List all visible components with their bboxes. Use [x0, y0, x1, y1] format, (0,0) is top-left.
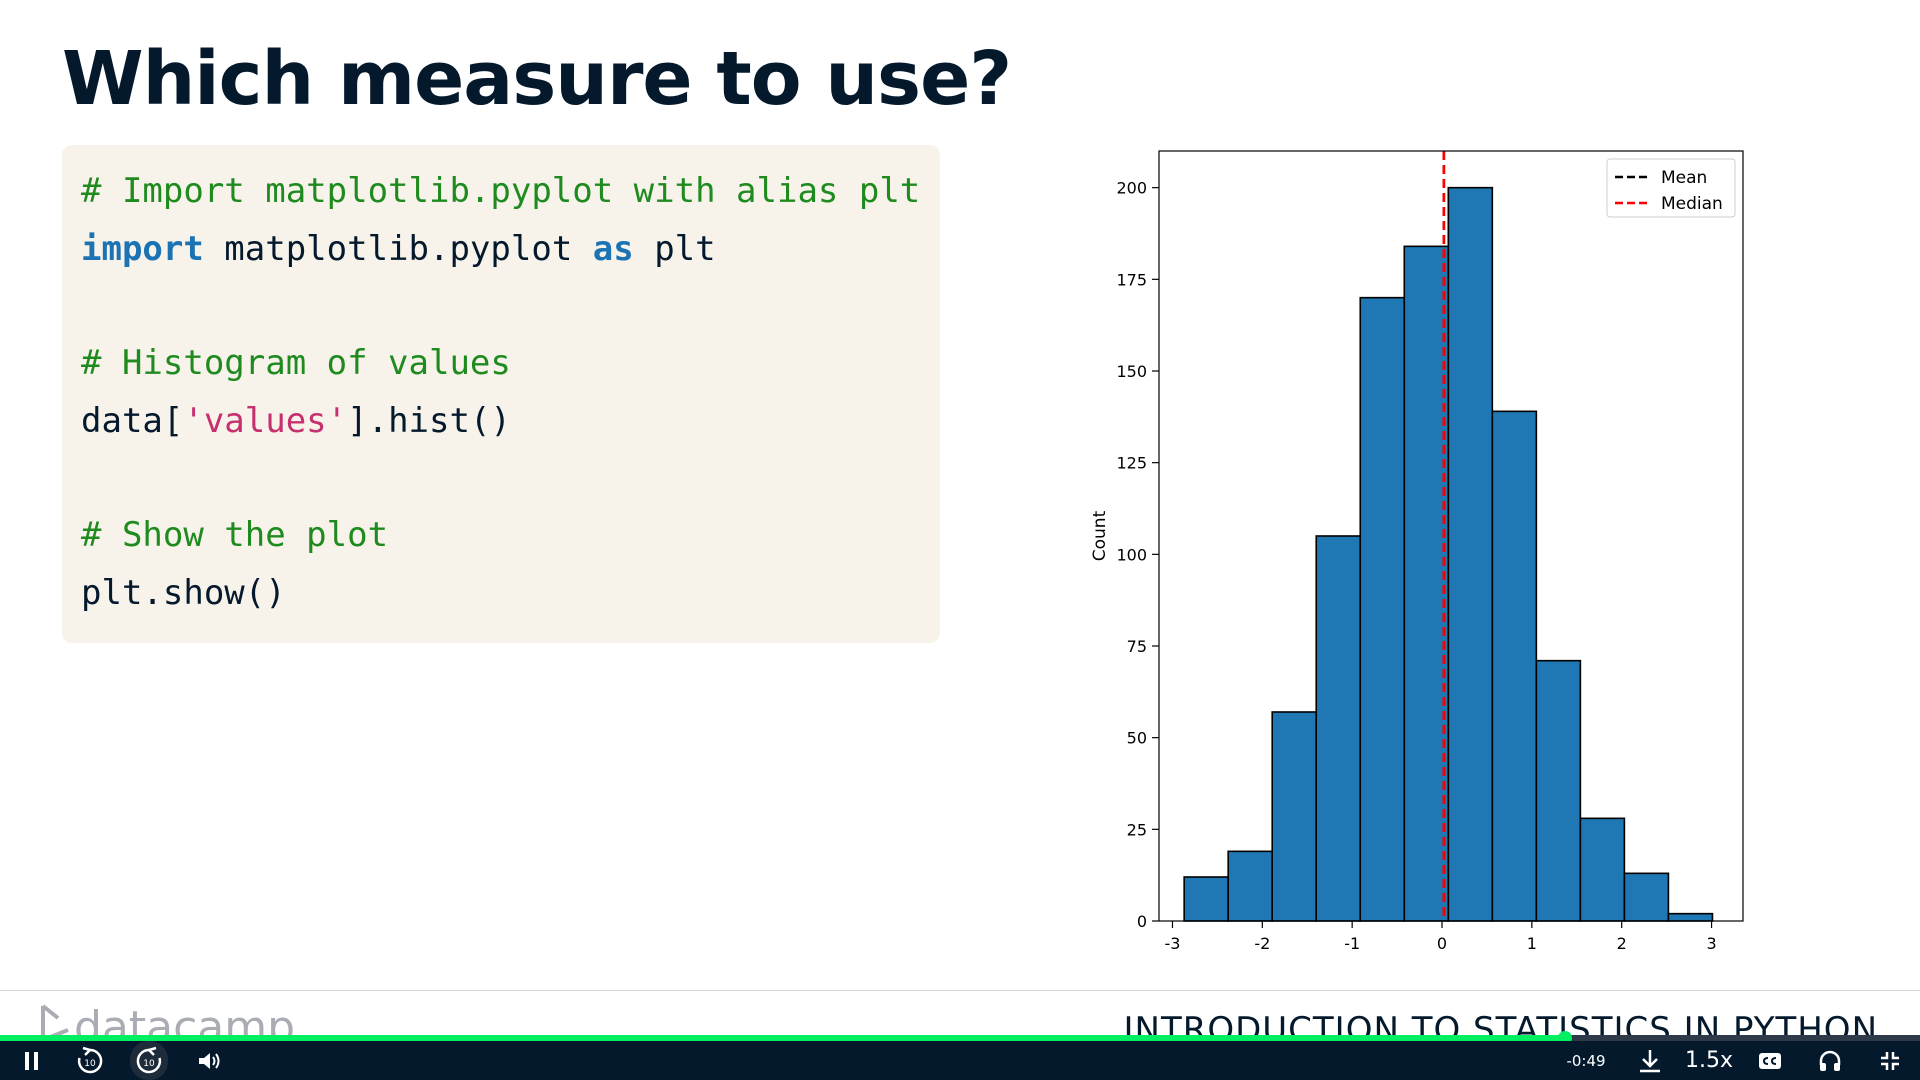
- y-tick-label: 200: [1116, 179, 1147, 198]
- footer-divider: [0, 990, 1920, 991]
- download-icon: [1640, 1049, 1660, 1072]
- histogram-bar: [1403, 245, 1450, 922]
- audio-button[interactable]: [1812, 1041, 1848, 1080]
- code-text: matplotlib.pyplot: [203, 229, 593, 269]
- histogram-bar: [1183, 876, 1229, 922]
- volume-button[interactable]: [192, 1041, 228, 1080]
- code-block: # Import matplotlib.pyplot with alias pl…: [62, 145, 940, 643]
- histogram-bar: [1271, 711, 1318, 922]
- x-tick-label: 0: [1437, 934, 1447, 953]
- captions-button[interactable]: [1752, 1041, 1788, 1080]
- y-tick-label: 25: [1127, 820, 1147, 839]
- x-tick-label: -2: [1254, 934, 1270, 953]
- histogram-chart: -3 -2 -1 0 1 2 3 0 25 50 75 100 125 150 175 200 Count Mea…: [1090, 150, 1744, 953]
- code-text: plt.show(): [81, 573, 286, 613]
- rewind-label: 10: [84, 1059, 96, 1069]
- code-keyword: as: [592, 229, 634, 269]
- histogram-bar: [1535, 659, 1582, 922]
- histogram-bar: [1315, 535, 1362, 922]
- slide-title: Which measure to use?: [62, 36, 1012, 122]
- y-tick-label: 175: [1116, 270, 1147, 289]
- code-line-4: # Histogram of values: [81, 343, 511, 383]
- exit-fullscreen-button[interactable]: [1872, 1041, 1908, 1080]
- chart-legend: Mean Median: [1606, 158, 1736, 218]
- code-line-2: import matplotlib.pyplot as plt: [81, 229, 716, 269]
- code-text: data[: [81, 401, 184, 441]
- forward-icon: 10: [136, 1046, 162, 1073]
- x-tick-label: 3: [1706, 934, 1716, 953]
- code-comment: # Show the plot: [81, 515, 389, 555]
- code-comment: # Histogram of values: [81, 343, 511, 383]
- x-tick-label: 1: [1527, 934, 1537, 953]
- y-tick-label: 75: [1127, 637, 1147, 656]
- histogram-bar: [1359, 296, 1406, 922]
- rewind-10-button[interactable]: 10: [72, 1041, 108, 1080]
- histogram-bar: [1623, 872, 1670, 922]
- pause-icon: [25, 1051, 38, 1070]
- code-text: plt: [633, 229, 716, 269]
- video-control-bar: 10 10 -0:49 1.5x: [0, 1041, 1920, 1080]
- code-line-1: # Import matplotlib.pyplot with alias pl…: [81, 171, 920, 211]
- y-axis-label: Count: [1090, 510, 1110, 561]
- code-line-7: # Show the plot: [81, 515, 388, 555]
- y-tick-label: 125: [1116, 454, 1147, 473]
- histogram-bar: [1227, 850, 1274, 922]
- playback-speed-button[interactable]: 1.5x: [1684, 1048, 1733, 1073]
- pause-button[interactable]: [14, 1041, 50, 1080]
- forward-10-button[interactable]: 10: [130, 1041, 168, 1080]
- y-tick-label: 150: [1116, 362, 1147, 381]
- histogram-bar: [1491, 410, 1538, 922]
- x-tick-label: 2: [1617, 934, 1627, 953]
- volume-icon: [199, 1052, 220, 1069]
- legend-label: Median: [1661, 194, 1723, 214]
- exit-fullscreen-icon: [1881, 1051, 1899, 1070]
- histogram-bar: [1667, 912, 1714, 922]
- code-keyword: import: [81, 229, 204, 269]
- x-tick-label: -1: [1344, 934, 1360, 953]
- y-tick-label: 100: [1116, 545, 1147, 564]
- histogram-bar: [1579, 817, 1626, 922]
- closed-captions-icon: [1759, 1052, 1781, 1069]
- time-remaining: -0:49: [1566, 1051, 1606, 1070]
- forward-label: 10: [143, 1059, 155, 1069]
- download-button[interactable]: [1632, 1041, 1668, 1080]
- y-tick-label: 0: [1137, 912, 1147, 931]
- histogram-bar: [1447, 186, 1494, 922]
- rewind-icon: 10: [77, 1046, 103, 1073]
- code-comment: # Import matplotlib.pyplot with alias pl…: [81, 171, 921, 211]
- plot-frame: [1158, 150, 1744, 922]
- progress-fill: [0, 1035, 1565, 1041]
- legend-label: Mean: [1661, 168, 1707, 188]
- headphones-icon: [1819, 1050, 1841, 1071]
- y-tick-label: 50: [1127, 729, 1147, 748]
- x-tick-label: -3: [1165, 934, 1181, 953]
- code-string: 'values': [183, 401, 348, 441]
- code-text: ].hist(): [347, 401, 511, 441]
- code-line-8: plt.show(): [81, 573, 286, 613]
- code-line-5: data['values'].hist(): [81, 401, 511, 441]
